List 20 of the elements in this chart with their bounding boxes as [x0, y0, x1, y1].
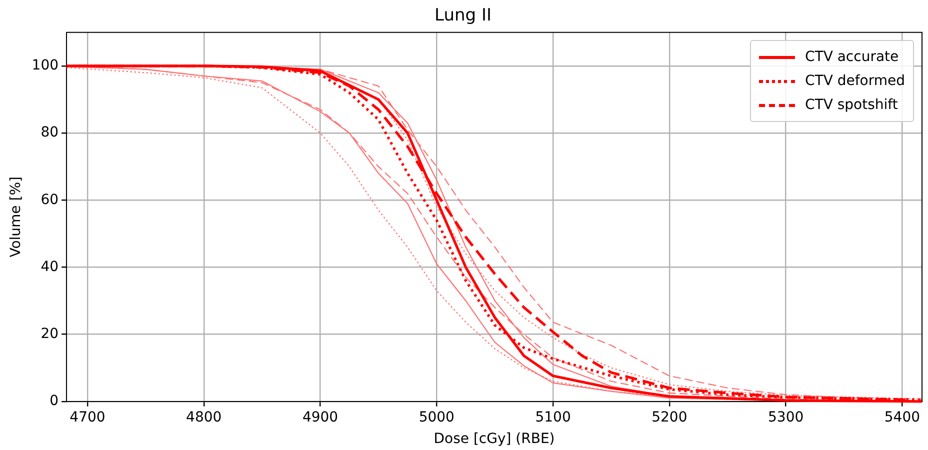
- y-tick-label: 80: [40, 124, 59, 141]
- x-tick-label: 5200: [652, 409, 688, 426]
- legend-label: CTV spotshift: [805, 97, 898, 114]
- y-tick-label: 100: [32, 58, 59, 74]
- x-tick-label: 5300: [768, 409, 804, 426]
- x-axis-title: Dose [cGy] (RBE): [434, 431, 555, 448]
- x-tick-label: 4900: [302, 409, 338, 426]
- x-tick-label: 5000: [418, 409, 454, 426]
- y-tick-label: 60: [40, 192, 59, 208]
- legend-label: CTV deformed: [805, 73, 905, 90]
- y-tick-label: 40: [40, 258, 59, 275]
- x-tick-label: 4800: [186, 409, 222, 426]
- x-tick-label: 5400: [884, 409, 920, 426]
- chart-title: Lung II: [434, 6, 492, 26]
- x-tick-label: 5100: [535, 409, 571, 426]
- x-tick-label: 4700: [70, 409, 106, 426]
- y-tick-label: 0: [50, 393, 59, 410]
- y-tick-label: 20: [40, 326, 59, 342]
- legend-label: CTV accurate: [805, 49, 899, 66]
- y-axis-title: Volume [%]: [8, 176, 24, 258]
